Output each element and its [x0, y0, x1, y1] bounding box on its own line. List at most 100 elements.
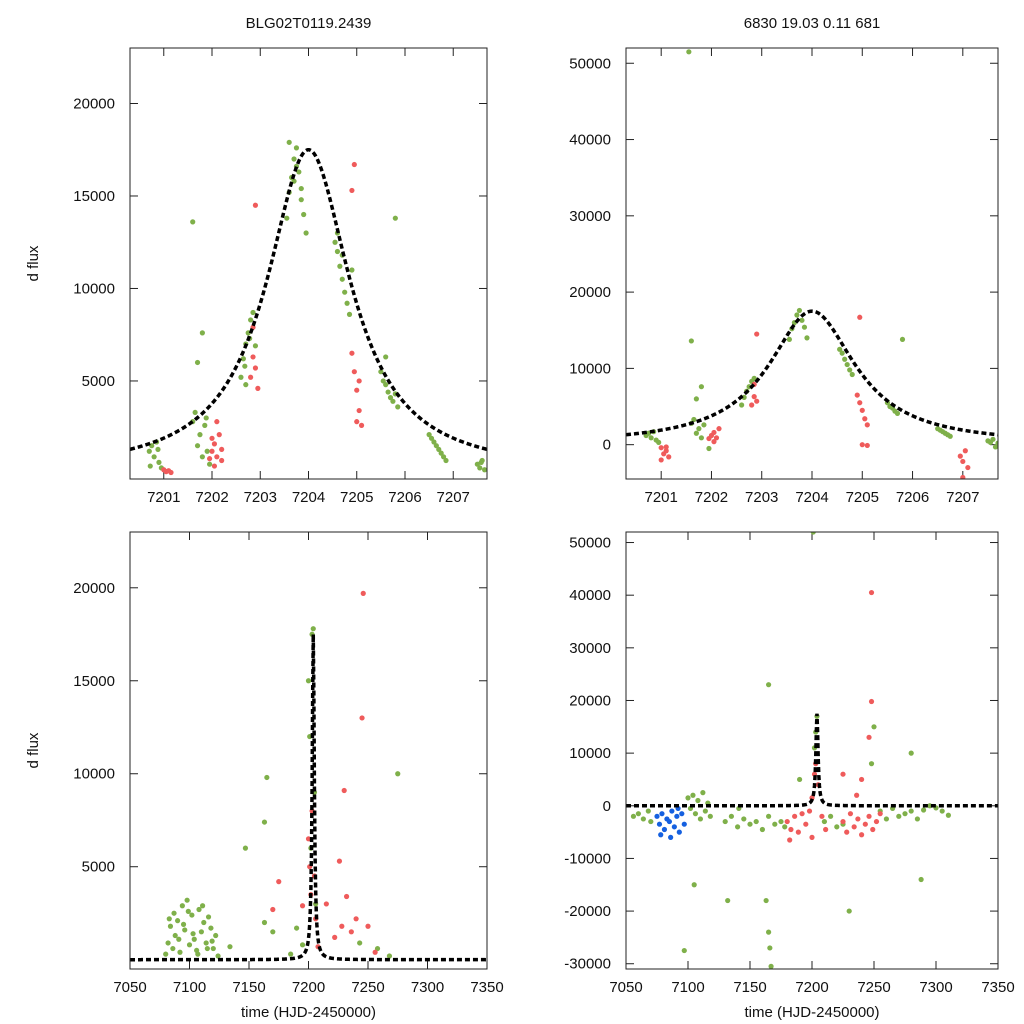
- data-point-blue: [671, 824, 677, 830]
- data-point-red: [754, 398, 760, 404]
- data-point-green: [686, 49, 692, 55]
- data-point-green: [390, 398, 396, 404]
- data-point-red: [214, 454, 220, 460]
- data-point-red: [854, 392, 860, 398]
- x-tick-label: 7200: [795, 979, 828, 996]
- data-point-red: [840, 771, 846, 777]
- data-point-red: [348, 929, 354, 935]
- data-point-green: [691, 416, 697, 423]
- x-tick-label: 7201: [645, 489, 678, 506]
- data-point-green: [383, 354, 389, 360]
- data-point-green: [767, 945, 773, 951]
- data-point-green: [264, 774, 270, 781]
- data-point-green: [945, 812, 952, 818]
- y-tick-label: 10000: [569, 360, 611, 377]
- data-point-green: [728, 813, 735, 819]
- data-point-green: [298, 197, 304, 203]
- data-point-red: [332, 934, 338, 940]
- data-point-red: [809, 834, 815, 840]
- data-point-red: [851, 824, 857, 830]
- data-point-green: [759, 826, 766, 833]
- data-point-red: [806, 808, 813, 814]
- data-point-green: [374, 945, 381, 952]
- data-point-green: [847, 367, 853, 373]
- y-tick-label: 40000: [569, 587, 611, 604]
- data-point-green: [243, 382, 249, 388]
- data-point-red: [866, 734, 872, 740]
- data-point-blue: [666, 818, 673, 825]
- x-tick-label: 7205: [340, 489, 373, 506]
- series-red: [161, 161, 365, 476]
- data-point-green: [156, 459, 162, 465]
- data-point-green: [834, 824, 840, 830]
- data-point-green: [163, 951, 169, 957]
- data-point-red: [359, 715, 365, 721]
- data-point-green: [797, 776, 803, 783]
- data-point-red: [788, 826, 794, 833]
- data-point-red: [658, 445, 664, 451]
- x-tick-label: 7050: [113, 979, 146, 996]
- y-tick-label: 20000: [73, 580, 115, 597]
- y-tick-label: 40000: [569, 132, 611, 149]
- data-point-red: [855, 816, 861, 822]
- data-point-green: [883, 816, 890, 822]
- data-point-green: [778, 818, 784, 825]
- series-green: [643, 49, 998, 452]
- data-point-red: [353, 916, 359, 922]
- data-point-green: [171, 910, 177, 916]
- y-axis-label: d flux: [25, 245, 42, 281]
- y-tick-label: 0: [603, 798, 611, 815]
- data-point-red: [754, 331, 760, 337]
- data-point-green: [914, 816, 921, 822]
- data-point-red: [323, 901, 329, 907]
- data-point-green: [735, 824, 741, 830]
- data-point-blue: [656, 821, 663, 827]
- data-point-red: [214, 419, 220, 425]
- data-point-red: [859, 776, 865, 783]
- series-green: [146, 139, 487, 473]
- x-tick-label: 7205: [846, 489, 879, 506]
- data-point-green: [839, 350, 845, 356]
- data-point-green: [349, 267, 355, 273]
- data-point-green: [288, 951, 294, 957]
- data-point-red: [960, 474, 966, 479]
- x-axis-label: time (HJD-2450000): [744, 1004, 879, 1021]
- data-point-green: [261, 919, 268, 926]
- data-point-blue: [654, 813, 660, 819]
- data-point-green: [386, 953, 393, 959]
- data-point-blue: [681, 821, 687, 827]
- data-point-green: [252, 343, 259, 349]
- data-point-red: [711, 429, 717, 436]
- data-point-red: [840, 818, 846, 825]
- data-point-red: [751, 394, 757, 400]
- data-point-green: [337, 263, 343, 269]
- data-point-green: [685, 795, 691, 801]
- data-point-red: [305, 836, 312, 842]
- x-tick-label: 7200: [292, 979, 325, 996]
- data-point-green: [185, 908, 191, 914]
- data-point-green: [698, 384, 705, 390]
- data-point-red: [711, 439, 717, 445]
- x-tick-label: 7100: [671, 979, 704, 996]
- data-point-green: [215, 953, 221, 959]
- data-point-green: [242, 363, 248, 369]
- data-point-green: [739, 402, 745, 408]
- data-point-green: [298, 185, 304, 192]
- data-point-green: [696, 426, 702, 432]
- x-tick-label: 7203: [244, 489, 277, 506]
- data-point-red: [255, 385, 261, 391]
- data-point-green: [842, 356, 848, 362]
- data-point-green: [902, 811, 908, 817]
- data-point-green: [697, 816, 704, 822]
- data-point-green: [747, 821, 753, 827]
- data-point-green: [301, 211, 307, 218]
- data-point-red: [336, 858, 343, 864]
- data-point-red: [862, 821, 868, 827]
- data-point-green: [440, 454, 447, 460]
- data-point-green: [190, 219, 196, 225]
- data-point-green: [186, 942, 193, 948]
- x-tick-label: 7350: [981, 979, 1014, 996]
- data-point-red: [248, 374, 254, 380]
- data-point-green: [844, 361, 850, 368]
- data-point-green: [707, 813, 713, 819]
